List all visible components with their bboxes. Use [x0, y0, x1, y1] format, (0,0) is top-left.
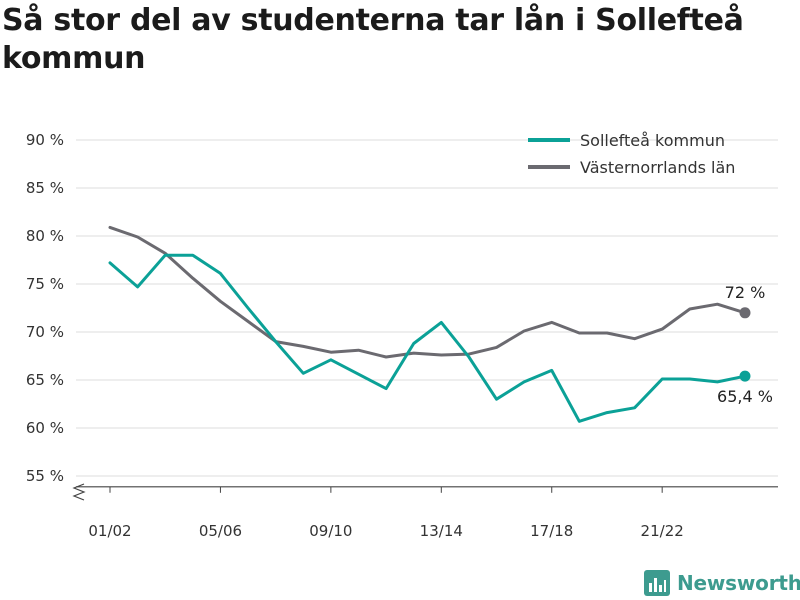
- bar-chart-logo-icon: [644, 570, 670, 596]
- x-axis: [72, 483, 778, 501]
- end-point-solleftea: [739, 370, 751, 382]
- y-tick-label: 85 %: [26, 179, 64, 197]
- grid-lines: [76, 139, 778, 477]
- legend-label: Västernorrlands län: [580, 158, 735, 177]
- y-tick-label: 80 %: [26, 227, 64, 245]
- series-lines: 72 % 65,4 %: [108, 225, 773, 423]
- y-tick-label: 65 %: [26, 371, 64, 389]
- newsworthy-brand: Newsworthy: [644, 568, 800, 598]
- y-tick-label: 70 %: [26, 323, 64, 341]
- end-point-vasternorrland: [739, 307, 751, 319]
- y-tick-label: 90 %: [26, 131, 64, 149]
- end-label-vasternorrland: 72 %: [725, 283, 766, 302]
- legend: Sollefteå kommun Västernorrlands län: [528, 131, 735, 177]
- y-axis-ticks: 55 % 60 % 65 % 70 % 75 % 80 % 85 % 90 %: [26, 131, 64, 485]
- x-tick-label: 21/22: [641, 522, 684, 540]
- series-line-solleftea: [108, 253, 747, 423]
- x-axis-ticks: 01/02 05/06 09/10 13/14 17/18 21/22: [88, 486, 684, 540]
- series-line-vasternorrland: [108, 225, 747, 359]
- end-label-solleftea: 65,4 %: [717, 387, 773, 406]
- x-tick-label: 17/18: [530, 522, 573, 540]
- y-tick-label: 55 %: [26, 467, 64, 485]
- y-tick-label: 60 %: [26, 419, 64, 437]
- legend-label: Sollefteå kommun: [580, 131, 725, 150]
- x-tick-label: 09/10: [309, 522, 352, 540]
- x-tick-label: 01/02: [88, 522, 131, 540]
- axis-break-icon: [72, 483, 86, 501]
- y-tick-label: 75 %: [26, 275, 64, 293]
- x-tick-label: 13/14: [420, 522, 463, 540]
- chart-title: Så stor del av studenterna tar lån i Sol…: [2, 3, 744, 76]
- brand-name: Newsworthy: [677, 571, 800, 595]
- x-tick-label: 05/06: [199, 522, 242, 540]
